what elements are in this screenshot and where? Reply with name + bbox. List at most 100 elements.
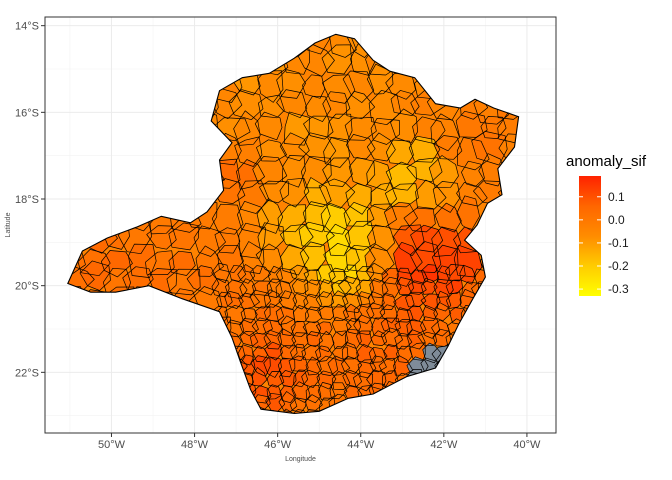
municipality-border [393, 241, 423, 274]
x-tick-label: 50°W [98, 439, 126, 451]
municipality-border [275, 305, 295, 325]
municipality-border [237, 180, 270, 214]
municipality-border [480, 116, 507, 139]
municipality-border [478, 153, 506, 187]
legend-break-label: -0.2 [608, 259, 629, 273]
municipality-border [341, 356, 363, 375]
municipality-border [329, 382, 348, 400]
municipality-border [249, 289, 272, 309]
municipality-fill [332, 304, 349, 321]
municipality-fill [292, 278, 308, 294]
municipality-border [317, 382, 336, 401]
municipality-border [406, 157, 443, 183]
municipality-fill [259, 181, 289, 203]
municipality-fill [239, 278, 256, 298]
y-tick-label: 22°S [15, 367, 39, 379]
municipality-border [385, 161, 417, 191]
x-tick-label: 44°W [347, 439, 375, 451]
municipality-border [342, 292, 363, 313]
municipality-border [342, 70, 375, 103]
municipality-fill [299, 222, 335, 247]
municipality-border [432, 181, 461, 213]
municipality-border [275, 280, 293, 299]
municipality-border [315, 345, 333, 362]
municipality-border [263, 329, 283, 350]
municipality-border [353, 303, 375, 324]
municipality-fill [145, 250, 175, 275]
municipality-border [332, 303, 349, 322]
municipality-border [327, 113, 353, 143]
y-tick-label: 18°S [15, 194, 39, 206]
y-axis: 14°S 16°S 18°S 20°S 22°S [15, 21, 45, 379]
municipality-border [281, 315, 296, 336]
municipality-fill [212, 204, 244, 235]
municipality-fill [187, 265, 219, 296]
x-axis-title: Longitude [285, 456, 316, 463]
municipality-border [100, 250, 133, 278]
municipality-border [433, 135, 463, 160]
municipality-border [276, 69, 306, 99]
municipality-border [195, 245, 224, 277]
municipality-border [433, 302, 452, 322]
municipality-border [277, 204, 307, 233]
panel-border [44, 16, 557, 434]
municipality-border [281, 155, 306, 188]
municipality-fill [382, 293, 397, 310]
municipality-border [298, 132, 337, 163]
municipality-fill [446, 280, 463, 294]
municipality-fill [291, 381, 311, 403]
municipality-border [257, 222, 285, 251]
municipality-border [290, 409, 307, 414]
municipality-fill [263, 320, 283, 337]
municipality-border [345, 134, 376, 160]
municipality-border [291, 278, 309, 295]
municipality-border [381, 292, 397, 310]
municipality-border [330, 280, 352, 297]
municipality-fill [255, 112, 282, 140]
municipality-border [254, 111, 283, 141]
municipality-border [459, 264, 476, 285]
municipality-fill [305, 394, 323, 411]
municipality-border [290, 320, 308, 338]
municipality-fill [256, 243, 283, 273]
municipality-fill [407, 305, 424, 322]
municipality-border [211, 203, 244, 235]
municipality-border [305, 306, 322, 324]
municipality-border [211, 262, 230, 284]
municipality-border [390, 90, 420, 116]
municipality-fill [306, 331, 323, 347]
municipality-fill [146, 225, 177, 250]
municipality-border [381, 268, 399, 285]
x-tick-label: 48°W [181, 439, 209, 451]
municipality-border [186, 265, 220, 296]
municipality-border [366, 302, 386, 320]
municipality-border [420, 293, 441, 311]
municipality-border [390, 108, 419, 144]
municipality-border [303, 115, 334, 140]
municipality-border [412, 116, 446, 145]
y-tick-label: 14°S [15, 21, 39, 33]
municipality-border [289, 397, 307, 413]
municipality-border [422, 304, 438, 322]
municipality-fill [367, 225, 395, 251]
municipality-border [266, 371, 285, 388]
municipality-border [319, 397, 336, 414]
municipality-border [166, 268, 201, 296]
municipality-fill [341, 356, 362, 375]
municipality-fill [80, 260, 111, 291]
municipality-border [353, 371, 374, 392]
municipality-border [393, 295, 415, 311]
municipality-border [236, 159, 265, 190]
municipality-border [128, 243, 157, 278]
municipality-border [445, 291, 462, 309]
municipality-fill [301, 156, 332, 188]
municipality-border [258, 94, 285, 119]
municipality-border [291, 381, 311, 403]
municipality-border [240, 241, 265, 275]
municipality-border [345, 244, 376, 273]
municipality-border [415, 179, 447, 210]
municipality-border [394, 319, 413, 337]
municipality-border [403, 206, 436, 233]
municipality-border [428, 155, 459, 189]
x-axis: 50°W 48°W 46°W 44°W 42°W 40°W [98, 433, 541, 451]
